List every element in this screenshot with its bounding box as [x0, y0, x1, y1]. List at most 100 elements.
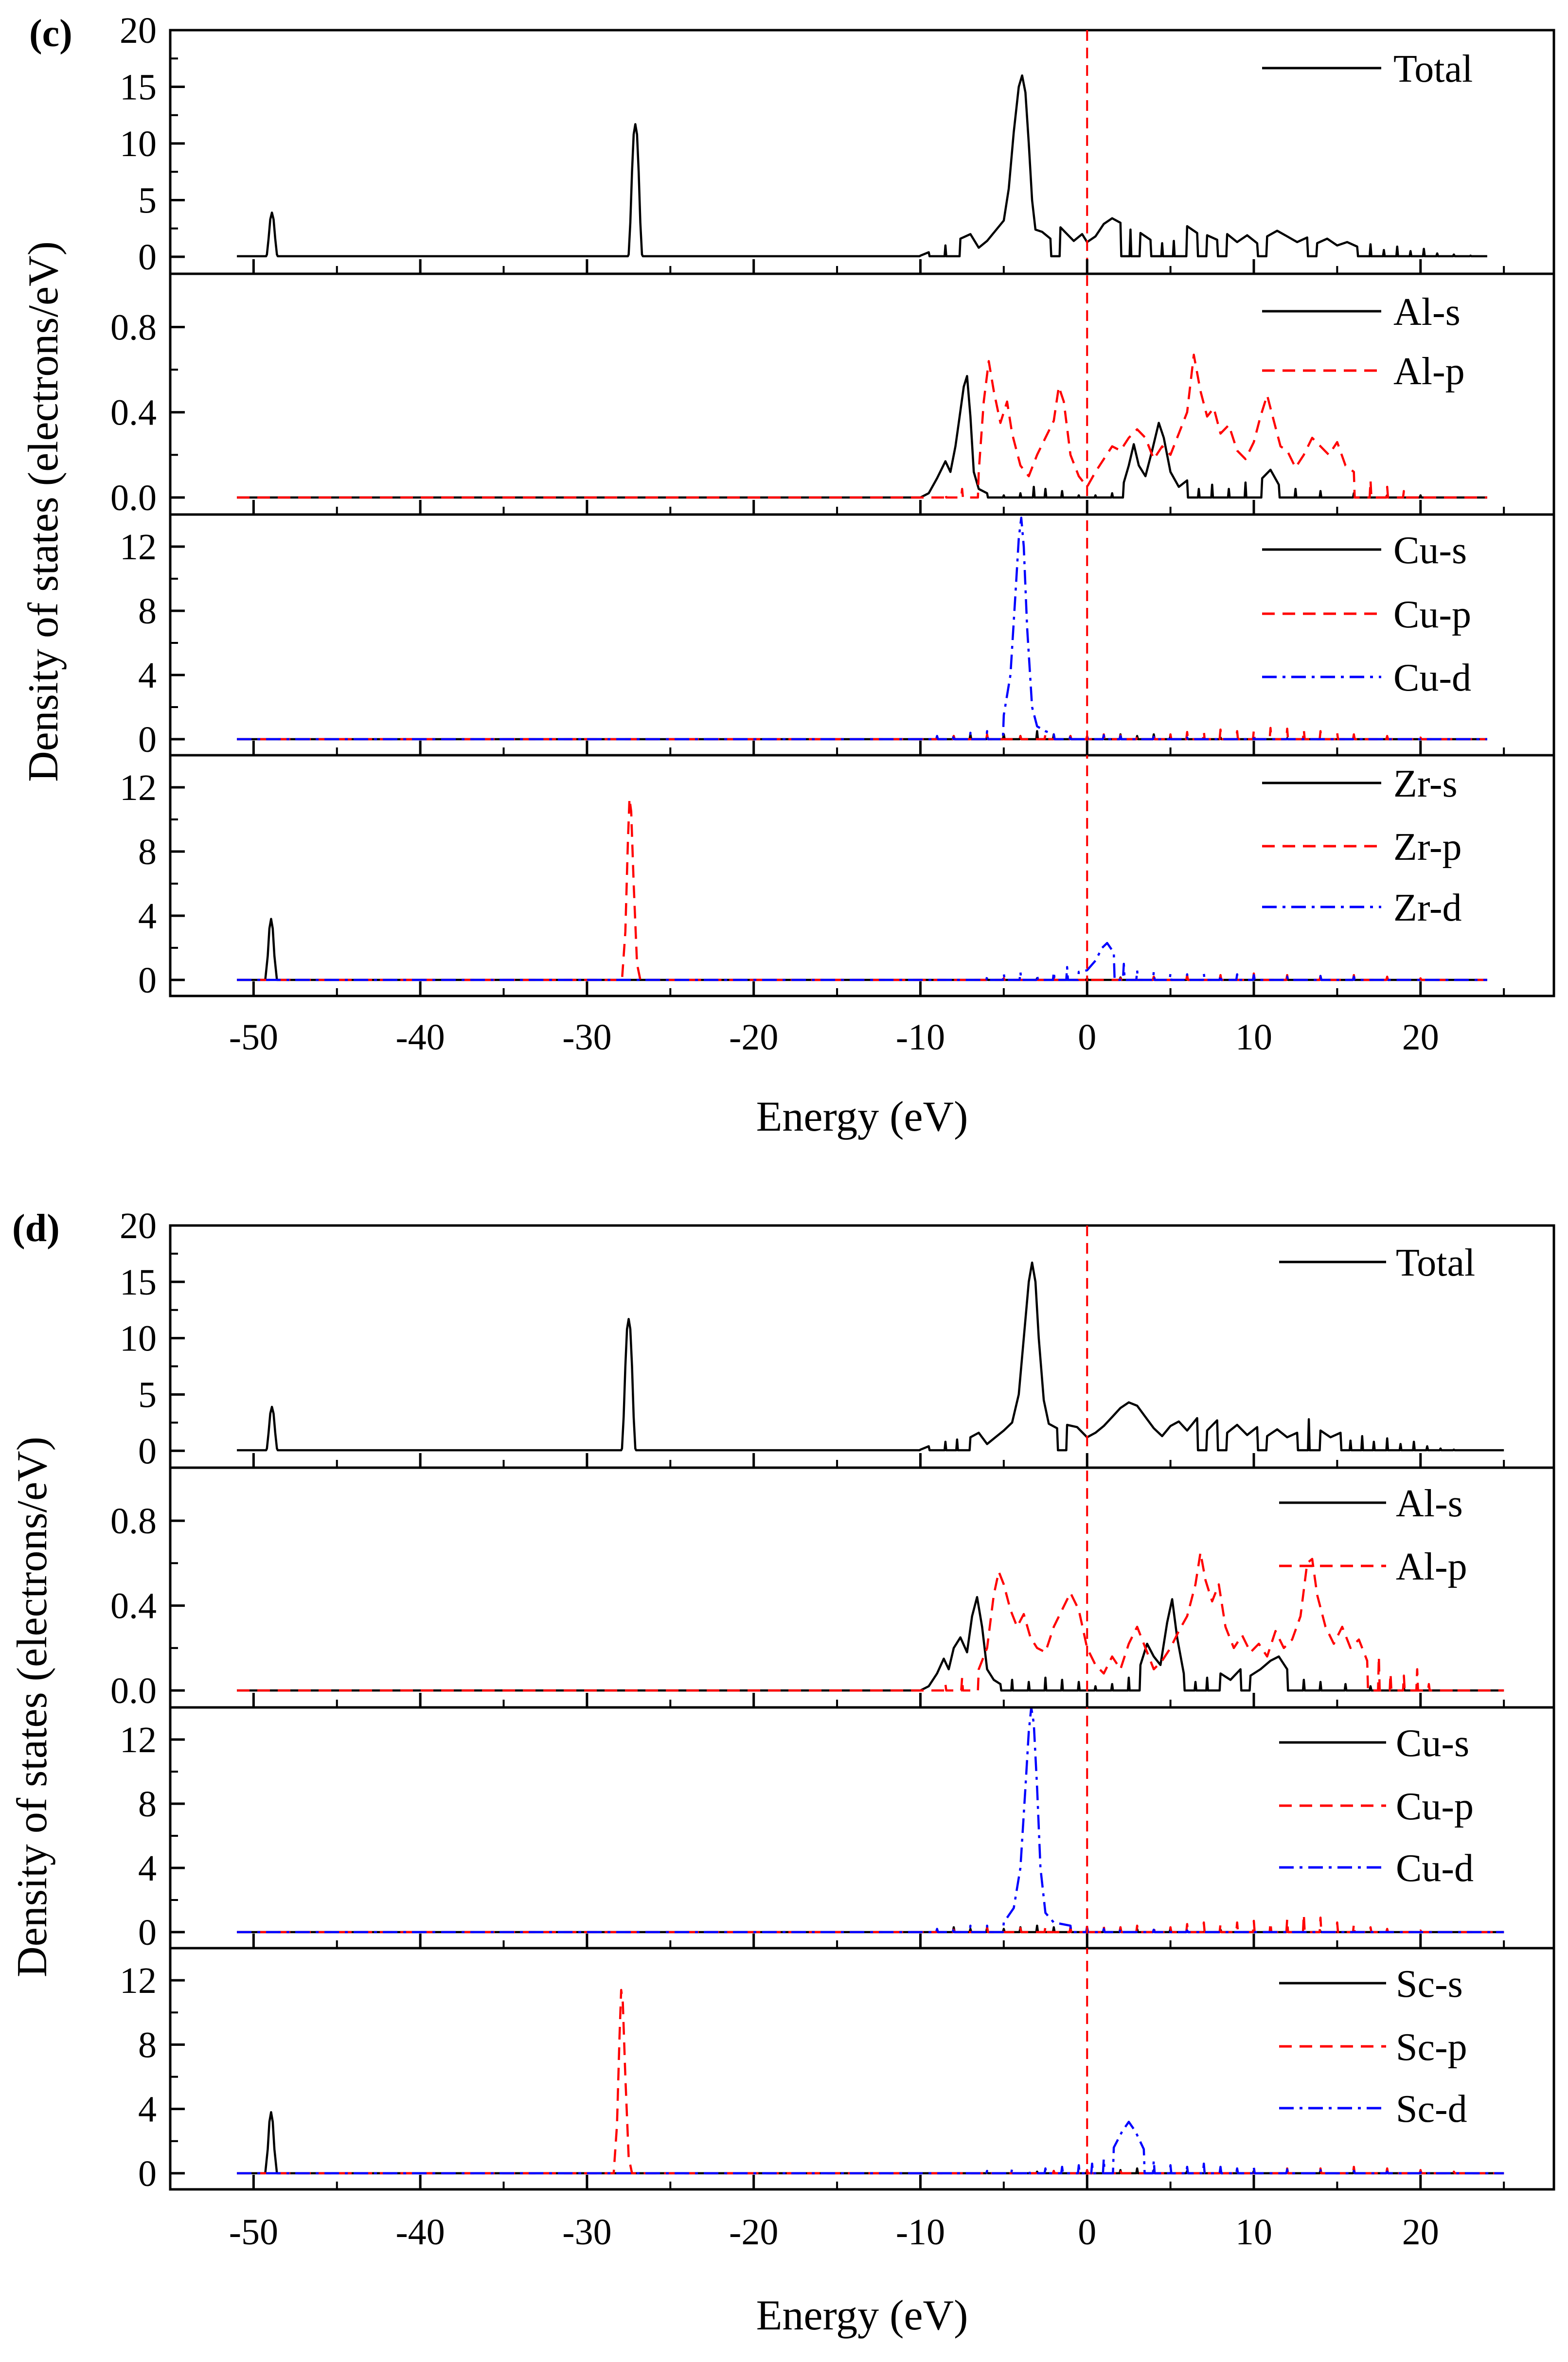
y-tick-label: 15	[120, 1262, 157, 1303]
legend-label: Cu-s	[1393, 529, 1467, 572]
legend-label: Al-s	[1396, 1482, 1463, 1525]
x-tick-label: -20	[729, 1017, 778, 1058]
series-line-cu-s	[237, 730, 1488, 741]
y-tick-label: 0.8	[110, 1501, 157, 1542]
subplot-0-2: 0 4 8 12 Cu-s Cu-p Cu-d	[120, 513, 1555, 760]
x-axis-title: Energy (eV)	[756, 2292, 968, 2339]
y-tick-label: 20	[120, 1206, 157, 1246]
x-tick-label: 0	[1078, 1017, 1096, 1058]
y-tick-label: 5	[138, 180, 157, 221]
subplot-frame	[169, 1947, 1555, 2191]
series-line-zr-d	[237, 941, 1488, 981]
y-axis-title: Density of states (electrons/eV)	[9, 1437, 56, 1977]
legend-label: Cu-p	[1396, 1785, 1474, 1828]
y-tick-label: 12	[120, 1960, 157, 2001]
y-axis-title: Density of states (electrons/eV)	[20, 241, 67, 782]
legend-label: Total	[1393, 48, 1473, 90]
series-line-al-s	[237, 375, 1488, 499]
y-tick-label: 5	[138, 1374, 157, 1415]
series-line-al-p	[237, 354, 1488, 499]
x-tick-label: -30	[562, 2212, 611, 2253]
x-tick-label: -40	[396, 1017, 445, 1058]
x-tick-label: -50	[229, 2212, 278, 2253]
y-tick-label: 0.0	[110, 478, 157, 518]
x-tick-label: -10	[896, 1017, 945, 1058]
legend-label: Cu-p	[1393, 593, 1471, 636]
legend-label: Total	[1396, 1242, 1475, 1284]
subplot-frame	[169, 272, 1555, 516]
x-tick-label: 10	[1235, 1017, 1272, 1058]
subplot-0-1: 0.0 0.4 0.8 Al-s Al-p	[110, 272, 1555, 518]
legend-label: Al-s	[1393, 291, 1461, 334]
legend-label: Sc-p	[1396, 2026, 1467, 2069]
y-tick-label: 4	[138, 1848, 157, 1889]
y-tick-label: 0	[138, 237, 157, 278]
y-tick-label: 0	[138, 719, 157, 760]
x-tick-label: 20	[1402, 2212, 1439, 2253]
legend-label: Zr-s	[1393, 763, 1458, 805]
series-line-sc-d	[237, 2120, 1504, 2175]
series-line-cu-d	[237, 1707, 1504, 1934]
series-line-zr-p	[237, 797, 1488, 981]
legend-label: Al-p	[1393, 350, 1465, 393]
y-tick-label: 8	[138, 2025, 157, 2065]
panel-label: (c)	[29, 12, 72, 55]
y-tick-label: 20	[120, 10, 157, 51]
legend-label: Sc-s	[1396, 1963, 1463, 2006]
y-tick-label: 0.8	[110, 307, 157, 348]
subplot-1-1: 0.0 0.4 0.8 Al-s Al-p	[110, 1466, 1555, 1711]
chart-1: 0 5 10 15 20 Total 0.0 0.4 0.8 Al-s Al-p 0 4 8 12 Cu-s C…	[9, 1206, 1555, 2339]
y-tick-label: 10	[120, 124, 157, 164]
y-tick-label: 0	[138, 2153, 157, 2194]
y-tick-label: 0.0	[110, 1670, 157, 1711]
y-tick-label: 10	[120, 1318, 157, 1359]
y-tick-label: 0.4	[110, 1586, 157, 1627]
legend-label: Al-p	[1396, 1545, 1467, 1588]
x-tick-label: -40	[396, 2212, 445, 2253]
y-tick-label: 12	[120, 767, 157, 808]
x-tick-label: -50	[229, 1017, 278, 1058]
y-tick-label: 0.4	[110, 392, 157, 433]
subplot-1-0: 0 5 10 15 20 Total	[120, 1206, 1555, 1472]
series-line-cu-p	[237, 727, 1488, 741]
y-tick-label: 4	[138, 655, 157, 696]
series-line-al-s	[237, 1596, 1504, 1692]
x-tick-label: -30	[562, 1017, 611, 1058]
y-tick-label: 0	[138, 1431, 157, 1472]
series-line-sc-p	[237, 1989, 1504, 2175]
x-tick-label: -20	[729, 2212, 778, 2253]
subplot-frame	[169, 754, 1555, 997]
subplot-1-2: 0 4 8 12 Cu-s Cu-p Cu-d	[120, 1706, 1555, 1953]
series-line-al-p	[237, 1551, 1504, 1692]
y-tick-label: 0	[138, 960, 157, 1001]
y-tick-label: 8	[138, 591, 157, 632]
series-line-zr-s	[237, 918, 1488, 981]
chart-0: 0 5 10 15 20 Total 0.0 0.4 0.8 Al-s Al-p 0 4 8 12 Cu-s C…	[20, 10, 1555, 1140]
y-tick-label: 4	[138, 2089, 157, 2130]
x-tick-label: 10	[1235, 2212, 1272, 2253]
y-tick-label: 12	[120, 1720, 157, 1760]
y-tick-label: 8	[138, 832, 157, 872]
subplot-0-3: 0 4 8 12 Zr-s Zr-p Zr-d	[120, 754, 1555, 1001]
series-line-total	[237, 1261, 1504, 1452]
y-tick-label: 15	[120, 67, 157, 108]
subplot-1-3: 0 4 8 12 Sc-s Sc-p Sc-d	[120, 1947, 1555, 2194]
series-line-cu-p	[237, 1913, 1504, 1934]
x-tick-label: -10	[896, 2212, 945, 2253]
subplot-0-0: 0 5 10 15 20 Total	[120, 10, 1555, 278]
y-tick-label: 8	[138, 1784, 157, 1825]
series-line-sc-s	[237, 2111, 1504, 2175]
x-axis-title: Energy (eV)	[756, 1093, 968, 1140]
legend-label: Sc-d	[1396, 2088, 1467, 2131]
y-tick-label: 4	[138, 896, 157, 937]
series-line-total	[237, 74, 1488, 258]
x-tick-label: 0	[1078, 2212, 1096, 2253]
legend-label: Zr-d	[1393, 887, 1462, 929]
legend-label: Cu-d	[1393, 657, 1471, 699]
legend-label: Zr-p	[1393, 826, 1462, 869]
legend-label: Cu-d	[1396, 1847, 1474, 1890]
legend-label: Cu-s	[1396, 1722, 1469, 1765]
panel-label: (d)	[12, 1207, 60, 1250]
y-tick-label: 12	[120, 527, 157, 568]
